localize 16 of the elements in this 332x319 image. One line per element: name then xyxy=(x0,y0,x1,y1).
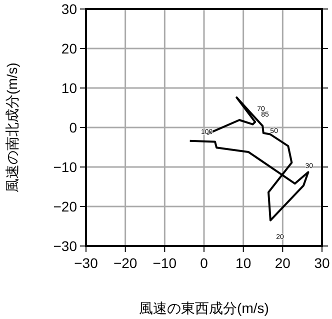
y-tick-label: −10 xyxy=(53,159,78,175)
y-axis-title: 風速の南北成分(m/s) xyxy=(4,62,20,192)
x-tick-label: 30 xyxy=(314,255,330,271)
y-tick-label: 30 xyxy=(61,1,78,17)
y-tick-label: −30 xyxy=(53,238,78,254)
x-tick-label: −10 xyxy=(152,255,177,271)
x-tick-label: 0 xyxy=(200,255,208,271)
y-tick-label: 10 xyxy=(61,80,78,96)
y-tick-label: 0 xyxy=(69,120,78,136)
y-tick-label: 20 xyxy=(61,40,78,56)
x-axis-title: 風速の東西成分(m/s) xyxy=(139,300,269,316)
x-tick-label: 10 xyxy=(236,255,252,271)
y-tick-label: −20 xyxy=(53,198,78,214)
x-tick-label: −20 xyxy=(113,255,138,271)
x-tick-label: −30 xyxy=(74,255,98,271)
x-tick-label: 20 xyxy=(274,255,291,271)
